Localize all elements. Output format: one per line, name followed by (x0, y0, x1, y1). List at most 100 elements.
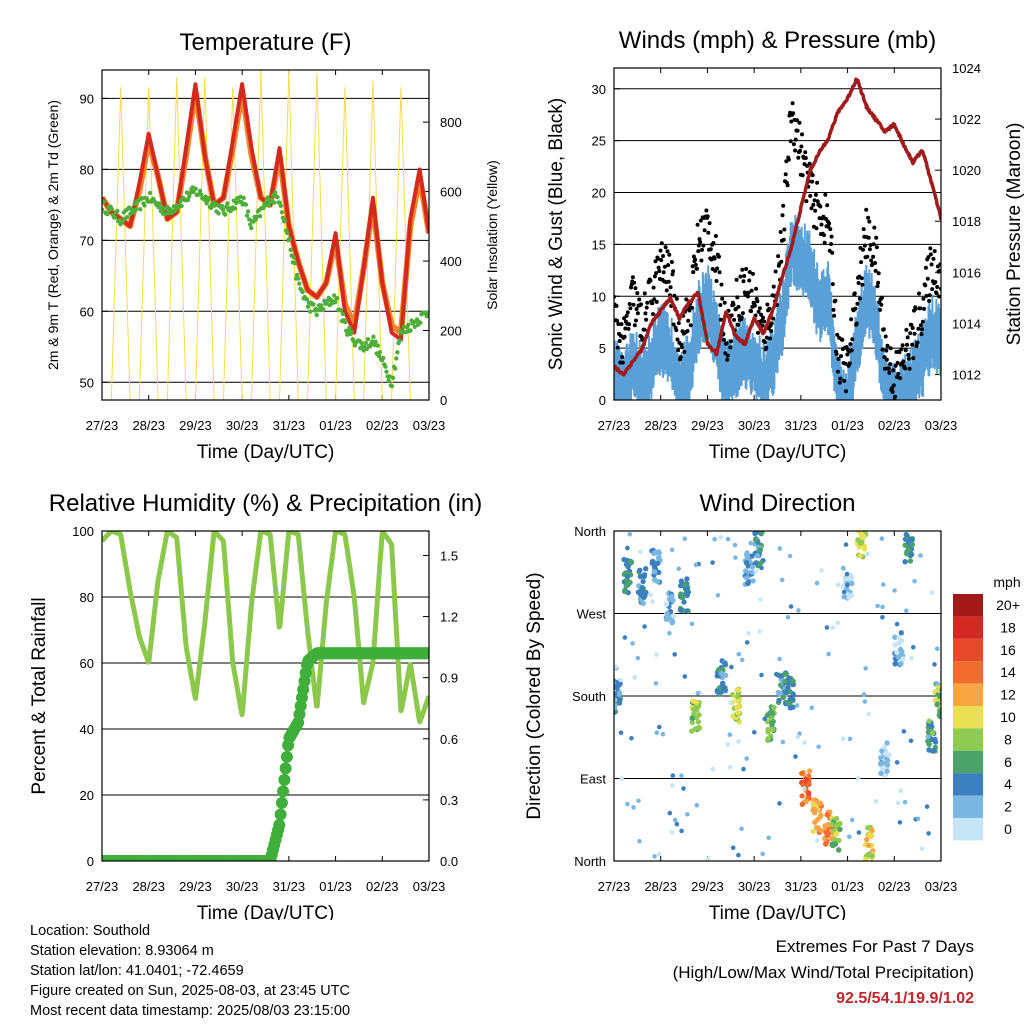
gust-point (883, 334, 888, 339)
dewpoint-point (376, 353, 382, 359)
humidity-ytick-label: 20 (80, 788, 94, 803)
gust-point (847, 361, 852, 366)
direction-point (676, 566, 681, 571)
direction-point (795, 734, 801, 740)
gust-point (768, 336, 772, 341)
direction-point (934, 646, 940, 652)
gust-point (676, 348, 681, 353)
direction-point (843, 575, 850, 582)
winds-frame (613, 67, 942, 401)
direction-point (651, 550, 657, 556)
gust-point (798, 148, 803, 153)
gust-point (691, 254, 696, 259)
direction-point (669, 830, 675, 835)
direction-point (787, 553, 793, 559)
direction-point (861, 546, 868, 552)
colorbar-swatch (953, 594, 983, 617)
dewpoint-point (389, 384, 395, 389)
direction-point (866, 851, 872, 857)
direction-point (932, 739, 939, 745)
gust-point (740, 311, 745, 316)
direction-point (720, 675, 725, 681)
gust-point (711, 241, 716, 245)
gust-point (767, 306, 772, 311)
direction-point (840, 565, 846, 571)
direction-point (847, 736, 853, 742)
direction-xtick-label: 30/23 (738, 879, 771, 894)
gust-point (757, 306, 762, 311)
direction-point (753, 569, 758, 574)
dewpoint-point (248, 222, 253, 227)
dewpoint-point (282, 218, 288, 223)
gust-point (735, 295, 740, 300)
dewpoint-point (349, 329, 354, 334)
direction-point (935, 681, 940, 686)
gust-point (829, 242, 833, 246)
gust-point (828, 227, 833, 232)
gust-point (809, 206, 814, 211)
gust-point (664, 288, 669, 293)
gust-point (671, 269, 676, 274)
direction-point (635, 655, 641, 661)
direction-point (780, 739, 786, 745)
gust-point (921, 296, 926, 301)
t2m-line (102, 82, 429, 342)
direction-xtick-label: 02/23 (878, 879, 911, 894)
direction-point (667, 631, 672, 636)
gust-point (810, 173, 815, 178)
gust-point (928, 246, 933, 251)
gust-point (722, 337, 726, 342)
gust-point (844, 389, 848, 394)
dewpoint-point (185, 197, 191, 203)
extremes-box: Extremes For Past 7 Days (High/Low/Max W… (673, 934, 974, 1012)
gust-point (793, 148, 798, 153)
dewpoint-point (412, 324, 417, 329)
colorbar-swatch (953, 818, 983, 841)
direction-point (902, 799, 908, 805)
colorbar-swatch (953, 795, 983, 818)
gust-point (769, 329, 774, 333)
winds-y2tick-label: 1014 (952, 316, 981, 331)
direction-point (618, 730, 624, 736)
direction-point (857, 552, 863, 559)
direction-point (681, 599, 687, 605)
humidity-plot-area (102, 531, 429, 861)
humidity-ylabel: Percent & Total Rainfall (29, 597, 50, 794)
direction-point (925, 734, 931, 740)
gust-point (883, 366, 887, 371)
gust-point (813, 192, 818, 197)
direction-point (695, 719, 702, 725)
direction-point (748, 540, 753, 546)
gust-point (628, 306, 633, 311)
direction-point (654, 652, 659, 657)
winds-ytick-label: 30 (592, 82, 606, 97)
gust-point (762, 340, 767, 345)
direction-point (614, 705, 618, 711)
direction-point (787, 705, 794, 711)
gust-point (776, 254, 781, 259)
gust-point (830, 282, 835, 287)
direction-point (718, 670, 725, 677)
temperature-frame (101, 69, 430, 401)
gust-point (905, 335, 910, 340)
gust-point (910, 326, 915, 330)
direction-point (806, 781, 812, 787)
direction-point (752, 531, 758, 537)
direction-point (710, 766, 716, 772)
gust-point (869, 258, 874, 263)
winds-plot-area (614, 77, 941, 400)
direction-point (863, 856, 869, 861)
direction-point (696, 712, 702, 718)
winds-ytick-label: 15 (592, 237, 606, 252)
winds-ytick-label: 5 (599, 341, 606, 356)
humidity-y2tick-label: 0.3 (440, 793, 458, 808)
direction-point (760, 851, 765, 857)
gust-point (749, 309, 754, 314)
gust-point (906, 356, 911, 361)
temperature-y2tick-label: 400 (440, 254, 462, 269)
direction-point (843, 542, 849, 547)
gust-point (744, 267, 749, 271)
direction-point (908, 536, 914, 543)
direction-point (934, 701, 940, 708)
dewpoint-point (340, 311, 346, 317)
